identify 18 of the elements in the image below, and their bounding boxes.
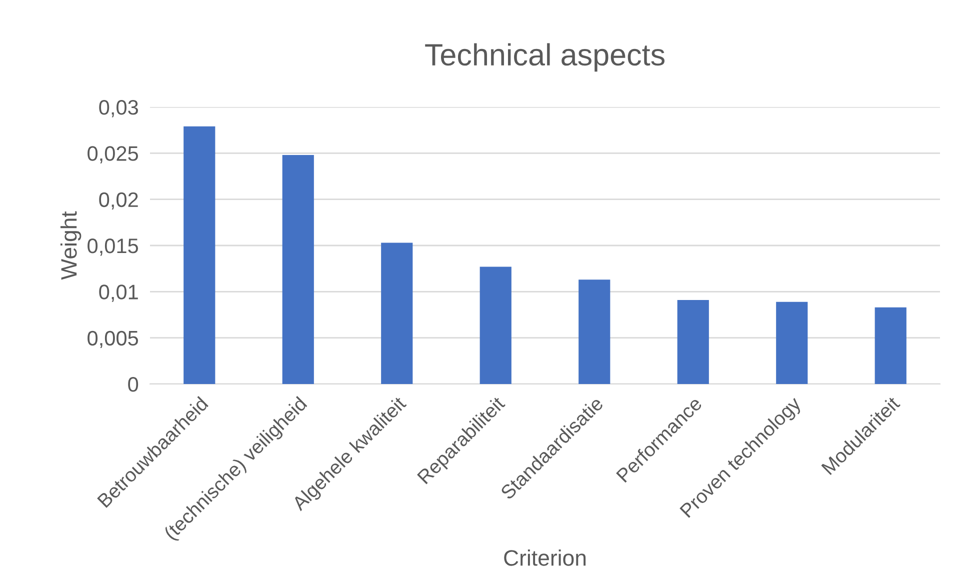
chart-title: Technical aspects	[425, 43, 664, 72]
y-tick-label: 0,03	[99, 100, 138, 118]
bar	[184, 126, 216, 384]
x-axis-title: Criterion	[504, 550, 586, 566]
y-tick-label: 0,01	[99, 284, 138, 302]
bar	[282, 155, 314, 384]
y-tick-label: 0,02	[99, 192, 138, 210]
y-tick-label: 0,015	[88, 238, 138, 256]
y-tick-label: 0,005	[88, 330, 138, 348]
y-tick-label: 0	[128, 377, 138, 392]
bar	[677, 300, 709, 384]
y-axis-title: Weight	[60, 211, 82, 280]
bar	[874, 307, 906, 384]
bar	[776, 302, 808, 384]
y-tick-label: 0,025	[88, 146, 138, 164]
bar	[578, 280, 610, 384]
bar	[480, 266, 512, 384]
bar	[381, 242, 413, 384]
